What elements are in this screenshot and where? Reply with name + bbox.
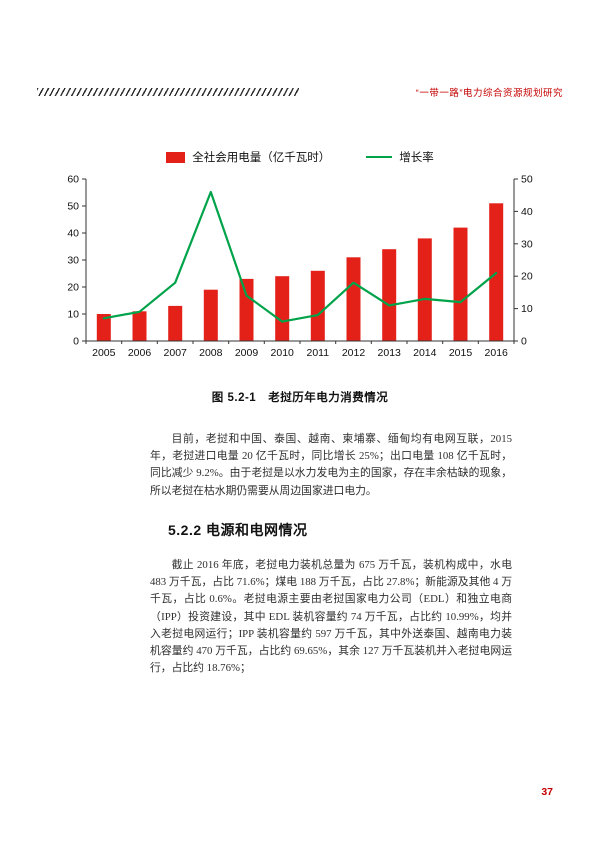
figure-caption: 图 5.2-1 老挝历年电力消费情况 <box>211 392 389 404</box>
page-number: 37 <box>541 786 553 798</box>
consumption-bar <box>132 311 147 341</box>
x-axis-tick-label: 2005 <box>92 347 116 359</box>
x-axis-tick-label: 2007 <box>164 347 188 359</box>
left-axis-tick-label: 0 <box>73 336 79 348</box>
consumption-bar <box>417 238 432 341</box>
legend-label-consumption: 全社会用电量（亿千瓦时） <box>192 152 331 164</box>
chart-legend: 全社会用电量（亿千瓦时） 增长率 <box>50 149 550 165</box>
x-axis-tick-label: 2012 <box>342 347 366 359</box>
consumption-bar <box>96 314 111 341</box>
consumption-bar <box>346 257 361 341</box>
combo-chart: 0 10 20 30 40 50 60 0 10 20 30 40 50 2005 2006 2007 2008… <box>50 169 550 374</box>
running-head-title: “一带一路”电力综合资源规划研究 <box>415 88 563 99</box>
consumption-bar <box>453 227 468 341</box>
consumption-bar <box>203 289 218 341</box>
x-axis-tick-label: 2016 <box>485 347 509 359</box>
left-axis-tick-label: 40 <box>67 228 79 240</box>
left-axis-tick-label: 20 <box>67 282 79 294</box>
bar-legend-swatch-icon <box>166 151 186 163</box>
left-axis-tick-label: 30 <box>67 255 79 267</box>
section-heading: 5.2.2 电源和电网情况 <box>168 522 308 538</box>
x-axis-tick-label: 2015 <box>449 347 473 359</box>
page-header: “一带一路”电力综合资源规划研究 <box>37 86 563 99</box>
paragraph-interconnection: 目前，老挝和中国、泰国、越南、柬埔寨、缅甸均有电网互联，2015 年，老挝进口电… <box>150 433 512 497</box>
consumption-bar <box>168 305 183 341</box>
line-legend-swatch-icon <box>366 155 393 159</box>
hatch-decoration <box>37 88 299 96</box>
consumption-bar <box>239 278 254 341</box>
x-axis-tick-label: 2008 <box>199 347 223 359</box>
legend-item-growth: 增长率 <box>366 149 434 165</box>
right-axis-tick-label: 10 <box>521 303 533 315</box>
right-axis-tick-label: 20 <box>521 271 533 283</box>
x-axis-tick-label: 2011 <box>307 347 330 359</box>
right-axis-tick-label: 50 <box>521 174 533 186</box>
legend-item-consumption: 全社会用电量（亿千瓦时） <box>166 149 330 165</box>
x-axis-tick-label: 2013 <box>378 347 402 359</box>
x-axis-tick-label: 2010 <box>271 347 295 359</box>
consumption-bar <box>275 276 290 341</box>
left-axis-tick-label: 60 <box>67 174 79 186</box>
right-axis-tick-label: 0 <box>521 336 527 348</box>
paragraph-installed-capacity: 截止 2016 年底，老挝电力装机总量为 675 万千瓦，装机构成中，水电 48… <box>150 559 512 675</box>
left-axis-tick-label: 50 <box>67 201 79 213</box>
right-axis-tick-label: 40 <box>521 206 533 218</box>
figure-block: 全社会用电量（亿千瓦时） 增长率 0 10 20 30 40 50 60 0 10 20 30 40 5… <box>50 149 550 405</box>
consumption-bar <box>382 249 397 341</box>
growth-line <box>102 190 498 323</box>
left-axis-tick-label: 10 <box>67 309 79 321</box>
right-axis-tick-label: 30 <box>521 238 533 250</box>
x-axis-tick-label: 2014 <box>413 347 437 359</box>
x-axis-tick-label: 2009 <box>235 347 259 359</box>
consumption-bar <box>310 270 325 341</box>
x-axis-tick-label: 2006 <box>128 347 152 359</box>
legend-label-growth: 增长率 <box>399 152 434 164</box>
